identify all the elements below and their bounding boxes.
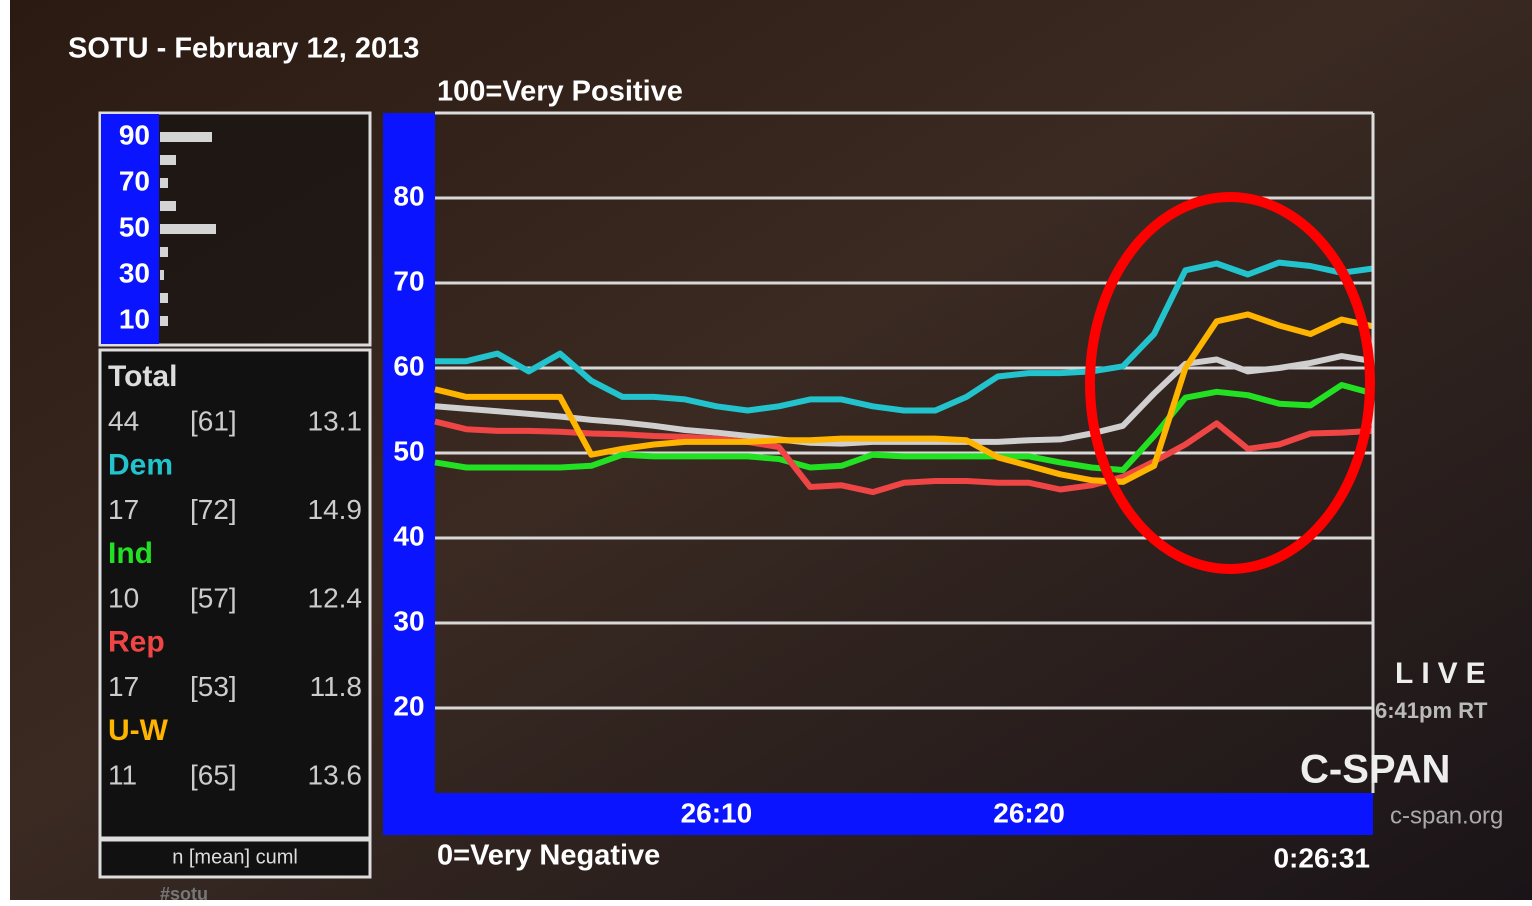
timecode: 0:26:31 bbox=[1273, 842, 1370, 873]
legend-label: Dem bbox=[108, 448, 173, 481]
stat-value: [72] bbox=[190, 494, 237, 525]
histogram-label: 90 bbox=[119, 119, 150, 150]
histogram-bar bbox=[160, 132, 212, 142]
series-line bbox=[434, 353, 1374, 447]
histogram-bar bbox=[160, 155, 176, 165]
bottom-label: 0=Very Negative bbox=[437, 840, 660, 872]
x-axis-band bbox=[435, 793, 1373, 835]
histogram-bar bbox=[160, 247, 168, 257]
y-tick-label: 20 bbox=[393, 690, 424, 721]
top-label: 100=Very Positive bbox=[437, 76, 683, 108]
series-line bbox=[434, 311, 1374, 485]
series-line bbox=[434, 418, 1374, 496]
stat-value: [61] bbox=[190, 405, 237, 436]
histogram-bar bbox=[160, 201, 176, 211]
histogram-bar bbox=[160, 224, 216, 234]
stat-value: 11 bbox=[108, 759, 137, 790]
stat-value: 11.8 bbox=[310, 671, 362, 702]
stats-panel bbox=[98, 348, 372, 840]
stat-value: [65] bbox=[190, 759, 237, 790]
hashtag: #sotu bbox=[160, 884, 208, 904]
histogram-bar bbox=[160, 270, 164, 280]
stat-value: 17 bbox=[108, 494, 139, 525]
histogram-bar bbox=[160, 293, 168, 303]
x-tick-label: 26:10 bbox=[681, 797, 753, 828]
legend-label: U-W bbox=[108, 714, 169, 747]
histogram-label: 70 bbox=[119, 165, 150, 196]
y-tick-label: 70 bbox=[393, 265, 424, 296]
stat-value: 13.6 bbox=[308, 759, 363, 790]
y-tick-label: 40 bbox=[393, 520, 424, 551]
chart-title: SOTU - February 12, 2013 bbox=[68, 33, 419, 65]
network-site: c-span.org bbox=[1390, 802, 1503, 829]
y-tick-label: 80 bbox=[393, 180, 424, 211]
live-label: LIVE bbox=[1395, 657, 1494, 690]
plot bbox=[434, 196, 1374, 797]
y-tick-label: 60 bbox=[393, 350, 424, 381]
stats-header: n [mean] cuml bbox=[172, 846, 298, 868]
y-tick-label: 50 bbox=[393, 435, 424, 466]
stat-value: 17 bbox=[108, 671, 139, 702]
stat-value: 14.9 bbox=[308, 494, 363, 525]
histogram-axis bbox=[101, 114, 159, 344]
legend-label: Ind bbox=[108, 537, 153, 570]
stat-value: 44 bbox=[108, 405, 139, 436]
histogram-label: 30 bbox=[119, 257, 150, 288]
stat-value: [53] bbox=[190, 671, 237, 702]
histogram-bar bbox=[160, 316, 168, 326]
legend-label: Total bbox=[108, 360, 177, 393]
y-axis-band bbox=[383, 113, 435, 835]
histogram-label: 10 bbox=[119, 303, 150, 334]
histogram-label: 50 bbox=[119, 211, 150, 242]
stat-value: 12.4 bbox=[308, 582, 363, 613]
series-line bbox=[434, 382, 1374, 473]
network-logo: C-SPAN bbox=[1300, 748, 1450, 792]
highlight-circle bbox=[1085, 192, 1375, 574]
stat-value: 10 bbox=[108, 582, 139, 613]
live-time: 6:41pm RT bbox=[1375, 698, 1488, 723]
y-tick-label: 30 bbox=[393, 605, 424, 636]
stat-value: [57] bbox=[190, 582, 237, 613]
x-tick-label: 26:20 bbox=[993, 797, 1065, 828]
legend-label: Rep bbox=[108, 625, 165, 658]
stats-footer bbox=[98, 838, 372, 879]
series-line bbox=[435, 259, 1374, 414]
histogram-bar bbox=[160, 178, 168, 188]
stat-value: 13.1 bbox=[308, 405, 363, 436]
